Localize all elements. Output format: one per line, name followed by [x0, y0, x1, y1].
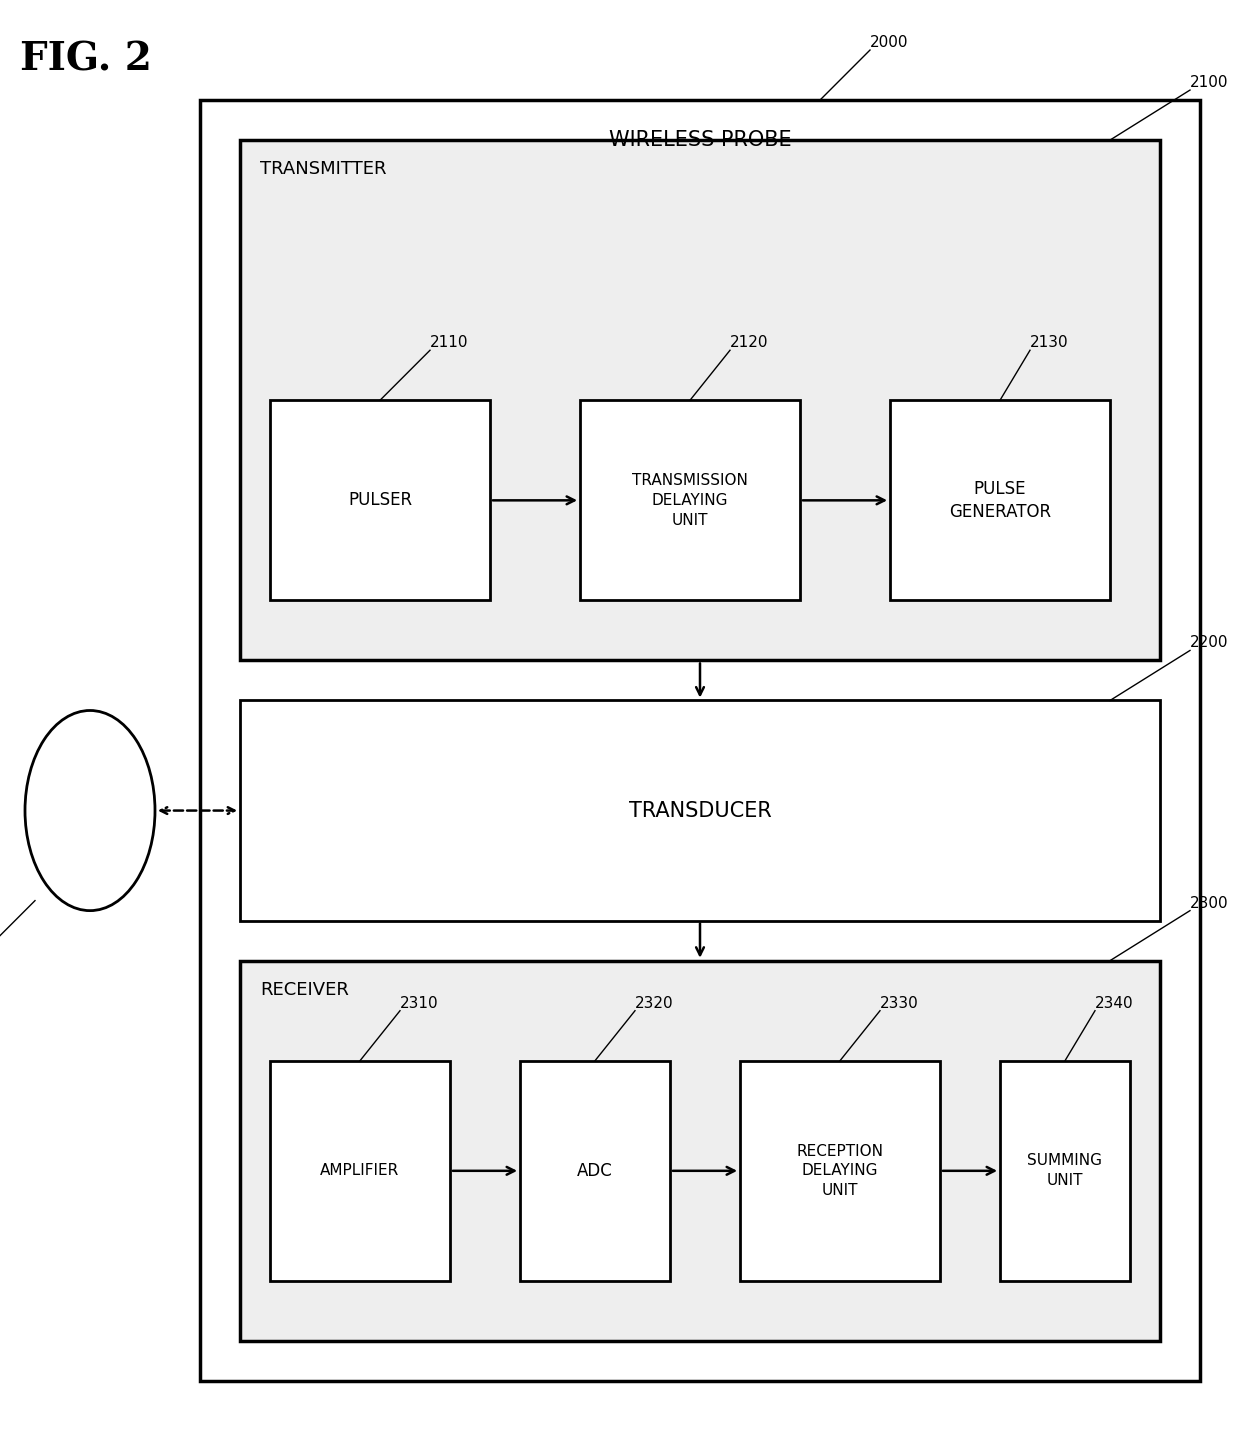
Bar	[270, 1061, 450, 1281]
Text: TRANSMITTER: TRANSMITTER	[260, 160, 387, 179]
Text: 2300: 2300	[1190, 896, 1229, 911]
Ellipse shape	[25, 710, 155, 911]
Text: 2000: 2000	[870, 35, 909, 50]
Text: 2100: 2100	[1190, 75, 1229, 89]
Bar	[270, 401, 490, 601]
Bar	[740, 1061, 940, 1281]
Text: PULSER: PULSER	[348, 491, 412, 509]
Text: RECEIVER: RECEIVER	[260, 981, 348, 999]
Bar	[890, 401, 1110, 601]
Text: RECEPTION
DELAYING
UNIT: RECEPTION DELAYING UNIT	[796, 1144, 883, 1197]
Bar	[241, 140, 1159, 660]
Text: 2330: 2330	[880, 996, 919, 1010]
Text: 2320: 2320	[635, 996, 673, 1010]
Text: SUMMING
UNIT: SUMMING UNIT	[1028, 1153, 1102, 1189]
Text: 2130: 2130	[1030, 336, 1069, 350]
Text: FIG. 2: FIG. 2	[20, 40, 151, 78]
Bar	[580, 401, 800, 601]
Text: 2120: 2120	[730, 336, 769, 350]
Bar	[241, 140, 1159, 660]
Text: PULSE
GENERATOR: PULSE GENERATOR	[949, 480, 1052, 522]
Text: AMPLIFIER: AMPLIFIER	[320, 1163, 399, 1179]
Bar	[999, 1061, 1130, 1281]
Text: TRANSMISSION
DELAYING
UNIT: TRANSMISSION DELAYING UNIT	[632, 473, 748, 527]
Bar	[241, 961, 1159, 1342]
Text: 2340: 2340	[1095, 996, 1133, 1010]
Text: WIRELESS PROBE: WIRELESS PROBE	[609, 130, 791, 150]
Bar	[520, 1061, 670, 1281]
Text: 2110: 2110	[430, 336, 469, 350]
Bar	[241, 700, 1159, 921]
Text: 2200: 2200	[1190, 635, 1229, 650]
Text: 2310: 2310	[401, 996, 439, 1010]
Bar	[200, 99, 1200, 1380]
Bar	[241, 961, 1159, 1342]
Text: ADC: ADC	[577, 1161, 613, 1180]
Text: TRANSDUCER: TRANSDUCER	[629, 801, 771, 820]
